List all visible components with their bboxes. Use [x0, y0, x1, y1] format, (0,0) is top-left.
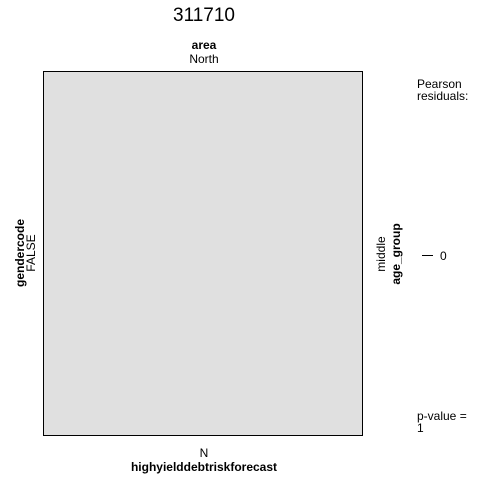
right-level-label: middle [374, 236, 388, 272]
p-value-text: p-value = 1 [417, 410, 467, 434]
right-variable-label: age_group [389, 223, 403, 285]
top-variable-label: area [191, 38, 217, 52]
legend-tick-mark [422, 255, 433, 256]
legend-title-line1: Pearson [417, 77, 462, 91]
legend-tick-label: 0 [440, 249, 447, 263]
chart-title: 311710 [173, 5, 235, 26]
bottom-variable-label: highyielddebtriskforecast [130, 460, 278, 474]
legend-title: Pearson residuals: [417, 78, 468, 102]
legend-title-line2: residuals: [417, 89, 469, 103]
top-level-label: North [189, 52, 219, 66]
bottom-level-label: N [199, 446, 209, 460]
left-level-label: FALSE [24, 234, 38, 272]
p-value-line2: 1 [417, 421, 424, 435]
p-value-line1: p-value = [417, 409, 467, 423]
mosaic-cell [43, 71, 363, 436]
